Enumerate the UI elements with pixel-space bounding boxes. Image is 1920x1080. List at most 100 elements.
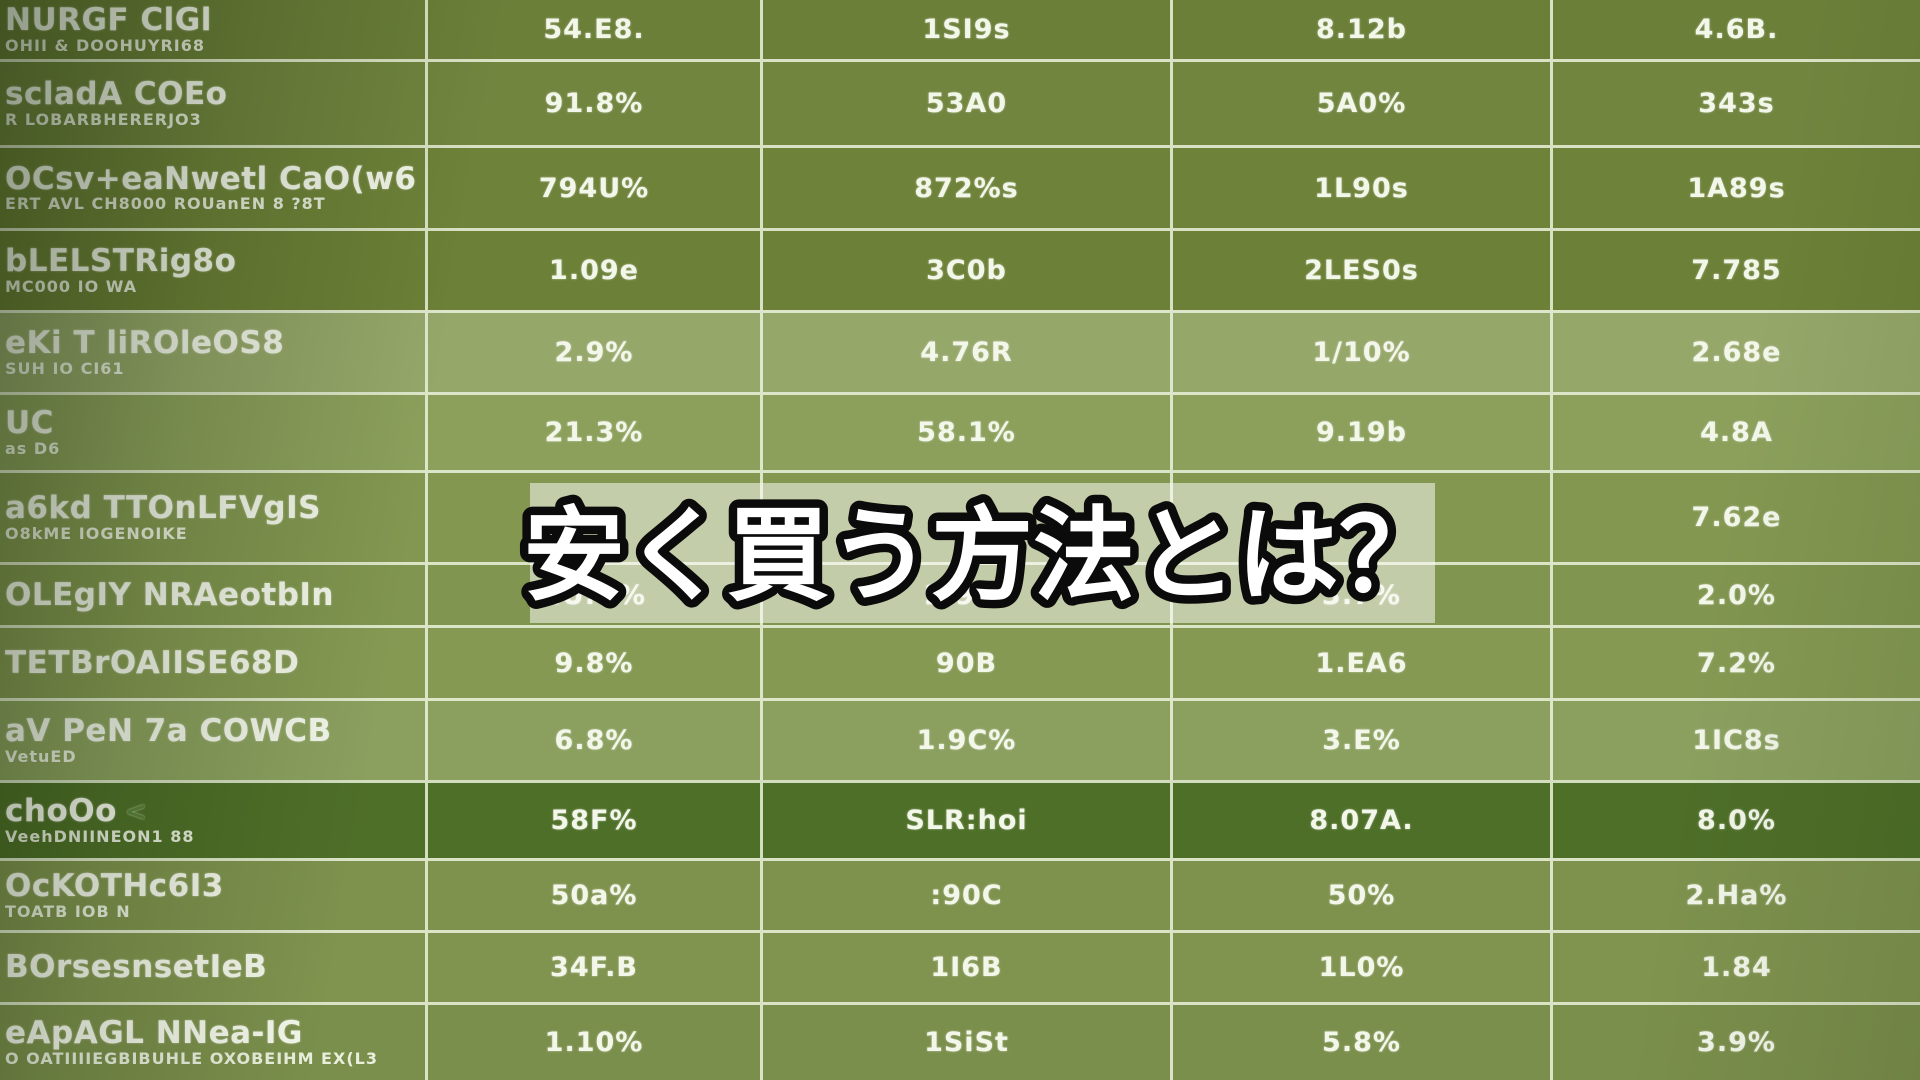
title-text: 安く買う方法とは？ [523, 497, 1441, 616]
cell-value: 50a% [550, 880, 638, 911]
table-row: OcKOTHc6I3 TOATB IOB N 50a%:90C 50% 2.Ha% [0, 858, 1920, 930]
table-cell: 50% [1170, 861, 1550, 930]
row-label: UC [5, 405, 54, 442]
table-row: scladA COEo R LOBARBHERERJO3 91.8% 53A0 5A0%… [0, 59, 1920, 145]
row-sublabel: O8kME IOGENOIKE [5, 523, 188, 543]
table-cell: 58F% [425, 783, 760, 858]
table-cell: 58.1% [760, 395, 1170, 470]
table-cell: 4.8A [1550, 395, 1920, 470]
table-cell: 4.6B. [1550, 0, 1920, 59]
table-cell [425, 473, 760, 562]
row-label-cell: aV PeN 7a COWCB VetuED [0, 701, 425, 780]
cell-value: 1.10% [544, 1027, 644, 1058]
table-cell: 2LES0s [1170, 231, 1550, 310]
row-label: bLELSTRig8o [5, 243, 237, 280]
cell-value: 2.0% [1697, 579, 1776, 611]
table-cell: 1/10% [1170, 313, 1550, 392]
table-cell: 54.E8. [425, 0, 760, 59]
table-cell: 3C0b [760, 231, 1170, 310]
row-label: scladA COEo [5, 76, 228, 113]
row-label: TETBrOAIISE68D [5, 644, 300, 681]
table-cell: 6.8% [425, 701, 760, 780]
row-label-cell: BOrsesnsetIeB [0, 933, 425, 1002]
table-cell: 1.09e [425, 231, 760, 310]
table-cell: 1.10% [425, 1005, 760, 1080]
table-cell: 9.8% [425, 628, 760, 698]
table-cell: 21.3% [425, 395, 760, 470]
table-cell: 8.07A. [1170, 783, 1550, 858]
row-label: eKi T liROleOS8 [5, 325, 285, 362]
row-sublabel: as D6 [5, 438, 61, 458]
row-label-cell: TETBrOAIISE68D [0, 628, 425, 698]
table-cell: 3.E% [1170, 701, 1550, 780]
table-cell: 1.84 [1550, 933, 1920, 1002]
row-label: NURGF ClGl [5, 2, 212, 39]
table-row: BOrsesnsetIeB 34F.B 1I6B 1L0% 1.84 [0, 930, 1920, 1002]
table-cell: 2.0% [1550, 565, 1920, 625]
table-cell: 9.19b [1170, 395, 1550, 470]
cell-value: 34F.B [550, 952, 638, 983]
cell-value: 50% [1327, 880, 1396, 911]
cell-value: 2.9% [554, 337, 634, 368]
cell-value: 3C0b [926, 255, 1007, 286]
row-sublabel: R LOBARBHERERJO3 [5, 109, 202, 129]
row-label: OcKOTHc6I3 [5, 868, 224, 905]
table-cell: 1.EA6 [1170, 628, 1550, 698]
row-label-cell: choOo < VeehDNIINEON1 88 [0, 783, 425, 858]
cell-value: 9.19b [1316, 417, 1407, 448]
cell-value: 1A89s [1687, 172, 1786, 204]
cell-value: SLR:hoi [905, 805, 1028, 836]
table-cell: 7.785 [1550, 231, 1920, 310]
row-sublabel: OHII & DOOHUYRI68 [5, 35, 205, 55]
table-cell: 53A0 [760, 62, 1170, 145]
cell-value: 872%s [914, 172, 1019, 204]
cell-value: 3.E% [1322, 725, 1401, 756]
table-cell: 4.76R [760, 313, 1170, 392]
table-row: bLELSTRig8o MC000 IO WA 1.09e 3C0b 2LES0s 7.7… [0, 228, 1920, 310]
row-label: BOrsesnsetIeB [5, 949, 268, 986]
title-banner-svg: 安く買う方法とは？ [515, 489, 1450, 625]
table-cell: 3.9% [1550, 1005, 1920, 1080]
row-label: choOo [5, 793, 117, 830]
cell-value: 21.3% [544, 417, 644, 448]
row-sublabel: O OATIIIIEGBIBUHLE OXOBEIHM EX(L3 [5, 1048, 378, 1068]
cell-value: 7.62e [1691, 502, 1782, 533]
table-cell: SLR:hoi [760, 783, 1170, 858]
cell-value: 8.0% [1697, 805, 1776, 836]
row-label-cell: scladA COEo R LOBARBHERERJO3 [0, 62, 425, 145]
cell-value: 90B [935, 647, 998, 679]
cell-value: 58F% [550, 805, 638, 836]
row-label-cell: bLELSTRig8o MC000 IO WA [0, 231, 425, 310]
row-label-cell: OcKOTHc6I3 TOATB IOB N [0, 861, 425, 930]
arrow-icon: < [124, 796, 147, 827]
cell-value: 1SiSt [924, 1027, 1009, 1058]
cell-value: 1.9C% [916, 725, 1017, 756]
row-label-cell: OCsv+eaNwetl CaO(w6 ERT AVL CH8000 ROUanE… [0, 148, 425, 228]
row-label: a6kd TTOnLFVgIS [5, 490, 321, 527]
cell-value: 4.76R [920, 337, 1013, 368]
row-label: aV PeN 7a COWCB [5, 713, 332, 750]
table-row: TETBrOAIISE68D 9.8% 90B 1.EA6 7.2% [0, 625, 1920, 698]
table-row: eApAGL NNea-IG O OATIIIIEGBIBUHLE OXOBEIH… [0, 1002, 1920, 1080]
table-row: NURGF ClGl OHII & DOOHUYRI68 54.E8. 1SI9s 8.… [0, 0, 1920, 59]
table-cell: 1IC8s [1550, 701, 1920, 780]
cell-value: 53A0 [925, 88, 1008, 119]
table-cell: 7.2% [1550, 628, 1920, 698]
row-sublabel: MC000 IO WA [5, 276, 138, 296]
table-row: OCsv+eaNwetl CaO(w6 ERT AVL CH8000 ROUanE… [0, 145, 1920, 228]
cell-value: 1.84 [1701, 952, 1772, 983]
cell-value: 4.6B. [1694, 14, 1779, 45]
cell-value: 91.8% [544, 88, 644, 119]
table-cell: 1.9C% [760, 701, 1170, 780]
table-row: aV PeN 7a COWCB VetuED 6.8% 1.9C% 3.E% 1IC8s [0, 698, 1920, 780]
table-cell: 1I6B [760, 933, 1170, 1002]
cell-value: 4.8A [1700, 417, 1773, 448]
cell-value: 54.E8. [543, 14, 645, 45]
row-sublabel: ERT AVL CH8000 ROUanEN 8 ?8T [5, 194, 326, 214]
table-cell: 5A0% [1170, 62, 1550, 145]
cell-value: 8.07A. [1309, 805, 1414, 836]
row-sublabel: VetuED [5, 746, 77, 766]
cell-value: :90C [930, 880, 1003, 911]
cell-value: 1/10% [1312, 337, 1411, 368]
